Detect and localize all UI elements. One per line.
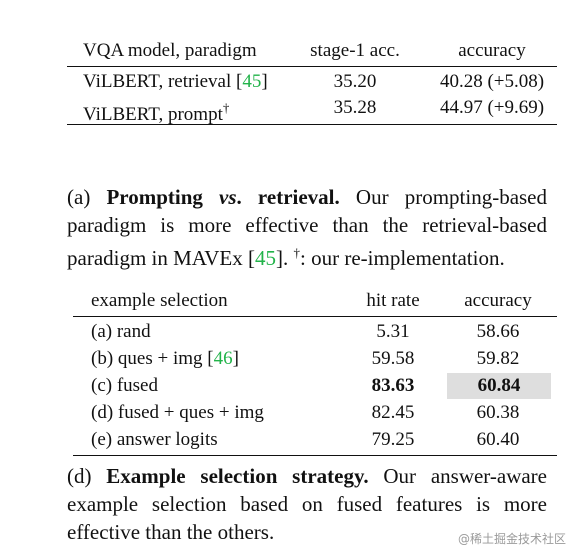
accuracy-value: 59.82 bbox=[476, 348, 520, 369]
citation-link[interactable]: 45 bbox=[242, 71, 262, 92]
table-d-bottom-rule bbox=[73, 455, 557, 456]
accuracy-value-best: 60.84 bbox=[447, 373, 551, 399]
selection-name: (a) rand bbox=[91, 321, 151, 342]
table-row: ViLBERT, prompt† 35.28 44.97 (+9.69) bbox=[67, 95, 557, 125]
dagger-mark: † bbox=[222, 100, 230, 115]
model-name: ViLBERT, prompt† bbox=[83, 100, 230, 125]
accuracy-value: 60.38 bbox=[476, 402, 520, 423]
hit-rate-value: 79.25 bbox=[371, 429, 415, 450]
table-d: example selection hit rate accuracy (a) … bbox=[73, 288, 557, 456]
col-header-accuracy: accuracy bbox=[458, 40, 526, 61]
hit-rate-value: 59.58 bbox=[371, 348, 415, 369]
selection-name: (c) fused bbox=[91, 375, 158, 396]
table-d-header-rule bbox=[73, 316, 557, 317]
citation-link[interactable]: 45 bbox=[255, 246, 277, 270]
table-a-header-rule bbox=[67, 66, 557, 67]
col-header-hit-rate: hit rate bbox=[366, 290, 420, 311]
table-row-highlight: (c) fused 83.63 60.84 bbox=[73, 373, 557, 399]
table-row: (e) answer logits 79.25 60.40 bbox=[73, 427, 557, 453]
accuracy-value: 44.97 (+9.69) bbox=[439, 97, 545, 118]
stage1-value: 35.28 bbox=[333, 97, 377, 118]
accuracy-value: 58.66 bbox=[476, 321, 520, 342]
citation-link[interactable]: 46 bbox=[213, 348, 233, 369]
accuracy-value: 60.40 bbox=[476, 429, 520, 450]
accuracy-value: 40.28 (+5.08) bbox=[439, 71, 545, 92]
table-row: (d) fused + ques + img 82.45 60.38 bbox=[73, 400, 557, 426]
selection-name: (e) answer logits bbox=[91, 429, 218, 450]
hit-rate-value-best: 83.63 bbox=[371, 375, 415, 396]
col-header-accuracy: accuracy bbox=[464, 290, 532, 311]
dagger-mark: † bbox=[293, 245, 301, 260]
model-name: ViLBERT, retrieval [45] bbox=[83, 71, 268, 92]
hit-rate-value: 82.45 bbox=[371, 402, 415, 423]
table-a-header: VQA model, paradigm stage-1 acc. accurac… bbox=[67, 38, 557, 64]
selection-name: (d) fused + ques + img bbox=[91, 402, 264, 423]
table-a-bottom-rule bbox=[67, 124, 557, 125]
table-row: (a) rand 5.31 58.66 bbox=[73, 319, 557, 345]
col-header-model: VQA model, paradigm bbox=[83, 40, 257, 61]
col-header-stage1: stage-1 acc. bbox=[310, 40, 400, 61]
table-d-header: example selection hit rate accuracy bbox=[73, 288, 557, 314]
watermark: @稀土掘金技术社区 bbox=[457, 532, 566, 546]
stage1-value: 35.20 bbox=[333, 71, 377, 92]
table-row: (b) ques + img [46] 59.58 59.82 bbox=[73, 346, 557, 372]
caption-a: (a) Prompting vs. retrieval. Our prompti… bbox=[67, 185, 548, 270]
selection-name: (b) ques + img [46] bbox=[91, 348, 239, 369]
caption-d: (d) Example selection strategy. Our answ… bbox=[67, 464, 547, 544]
table-a: VQA model, paradigm stage-1 acc. accurac… bbox=[67, 38, 557, 128]
table-row: ViLBERT, retrieval [45] 35.20 40.28 (+5.… bbox=[67, 69, 557, 95]
col-header-selection: example selection bbox=[91, 290, 228, 311]
hit-rate-value: 5.31 bbox=[376, 321, 410, 342]
